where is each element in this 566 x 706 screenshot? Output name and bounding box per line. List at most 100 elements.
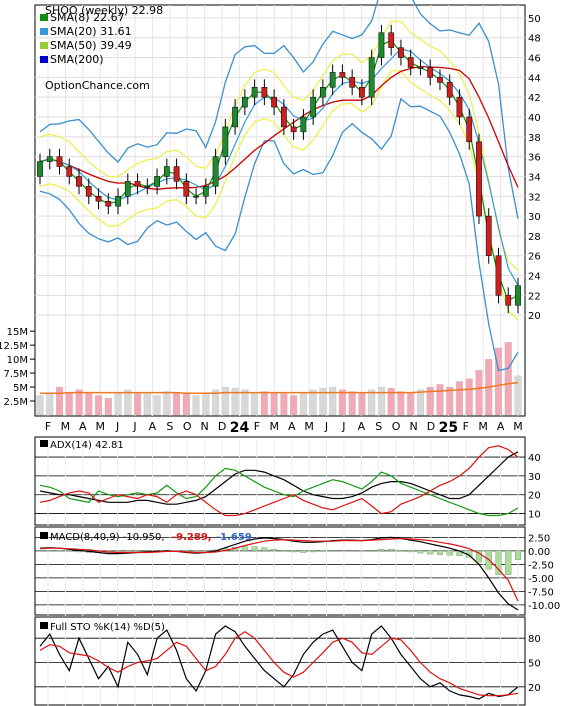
x-axis-label: D (427, 420, 435, 433)
volume-tick-label: 12.5M (0, 341, 28, 352)
x-axis-label: J (115, 420, 119, 433)
indicator-tick-label: 80 (528, 634, 541, 645)
volume-bar (182, 393, 190, 416)
macd-panel-frame (34, 526, 526, 616)
volume-bar (192, 395, 200, 416)
price-tick-label: 22 (528, 291, 541, 302)
volume-bar (124, 389, 132, 416)
candle-body (66, 166, 73, 177)
candle-body (56, 156, 63, 167)
x-axis-label: J (324, 420, 328, 433)
price-axis-ticks: 50 48 46 44 42 40 38 36 34 32 30 28 26 24 22 20 (528, 14, 541, 322)
volume-bar (290, 395, 298, 416)
candle-body (163, 166, 170, 177)
macd-panel: 2.50 0.00 -2.50 -5.00 -7.50 -10.00 MACD(8,40,… (34, 526, 560, 616)
indicator-tick-label: 20 (528, 491, 541, 502)
x-axis-label: M (513, 420, 523, 433)
minus-di-line (39, 445, 519, 517)
stochastic-k-line (39, 625, 519, 700)
volume-bar (348, 391, 356, 416)
volume-tick-label: 10M (7, 355, 28, 366)
candle-body (505, 295, 512, 306)
candle-body (290, 126, 297, 133)
volume-bar (153, 395, 161, 416)
volume-bar (319, 388, 327, 416)
macd-lines: 2.50 0.00 -2.50 -5.00 -7.50 -10.00 (35, 529, 560, 616)
macd-histogram-bar (66, 550, 73, 552)
x-axis-label: M (270, 420, 280, 433)
volume-bar (85, 392, 93, 416)
legend-entry: SMA(200) (50, 53, 104, 66)
x-axis-label: A (149, 420, 157, 433)
stochastic-legend-swatch (40, 622, 48, 629)
price-tick-label: 20 (528, 311, 541, 322)
adx-panel: 40 30 20 10 ADX(14) 42.81 (34, 436, 541, 526)
candle-body (495, 255, 502, 296)
volume-bar (114, 392, 122, 416)
legend-entry: SMA(50) 39.49 (50, 39, 132, 52)
volume-bar (173, 392, 181, 416)
stochastic-panel: 80 50 20 Full STO %K(14) %D(5) (34, 616, 541, 706)
x-axis-label: O (392, 420, 401, 433)
volume-bar (446, 386, 454, 416)
volume-bar (163, 391, 171, 416)
volume-bar (202, 392, 210, 416)
price-tick-label: 44 (528, 73, 541, 84)
volume-bars (36, 342, 522, 416)
indicator-tick-label: -7.50 (528, 587, 554, 598)
volume-bar (436, 384, 444, 416)
macd-histogram-bar (368, 550, 375, 552)
signal-line (39, 537, 519, 602)
bollinger-lower (39, 97, 519, 372)
volume-bar (56, 386, 64, 416)
price-tick-label: 26 (528, 252, 541, 263)
volume-bar (212, 389, 220, 416)
price-tick-label: 24 (528, 272, 541, 283)
candle-body (134, 181, 141, 187)
candle-body (222, 126, 229, 157)
macd-histogram-bar (46, 550, 53, 552)
adx-title: ADX(14) 42.81 (50, 440, 124, 451)
x-axis-label: A (79, 420, 87, 433)
candle-body (398, 47, 404, 58)
price-tick-label: 30 (528, 212, 541, 223)
macd-histogram-bar (271, 549, 278, 552)
x-axis-label: M (478, 420, 488, 433)
indicator-tick-label: 20 (528, 683, 541, 694)
volume-bar (221, 386, 229, 416)
candle-body (271, 96, 278, 108)
macd-histogram-bar (261, 547, 268, 552)
volume-tick-label: 2.5M (3, 397, 28, 408)
candle-body (232, 106, 238, 128)
macd-histogram-bar (36, 550, 44, 552)
stochastic-lines: 80 50 20 (35, 619, 541, 706)
macd-histogram-bar (427, 550, 434, 555)
price-tick-label: 42 (528, 93, 541, 104)
macd-histogram-bar (193, 550, 200, 552)
volume-bar (455, 381, 463, 416)
price-tick-label: 34 (528, 172, 541, 183)
volume-bar (309, 389, 317, 416)
macd-histogram-bar (407, 550, 414, 553)
indicator-tick-label: 0.00 (528, 547, 550, 558)
x-axis-label: F (45, 420, 51, 433)
volume-tick-label: 7.5M (3, 369, 28, 380)
candle-body (456, 96, 463, 118)
macd-histogram-bar (144, 550, 151, 552)
envelope-upper (39, 20, 519, 272)
candle-body (417, 67, 424, 69)
candle-body (85, 186, 92, 197)
x-axis-label: S (375, 420, 382, 433)
chart-title: SHOO (weekly) 22.98 (45, 4, 163, 17)
macd-legend-swatch (40, 532, 48, 539)
macd-histogram-bar (310, 550, 317, 553)
sma-long-line (39, 65, 519, 190)
volume-average-line (40, 381, 519, 394)
volume-bar (280, 393, 288, 416)
volume-bar (358, 392, 366, 416)
volume-bar (426, 386, 434, 416)
volume-bar (475, 370, 483, 416)
volume-bar (231, 388, 239, 416)
candle-body (446, 82, 453, 98)
